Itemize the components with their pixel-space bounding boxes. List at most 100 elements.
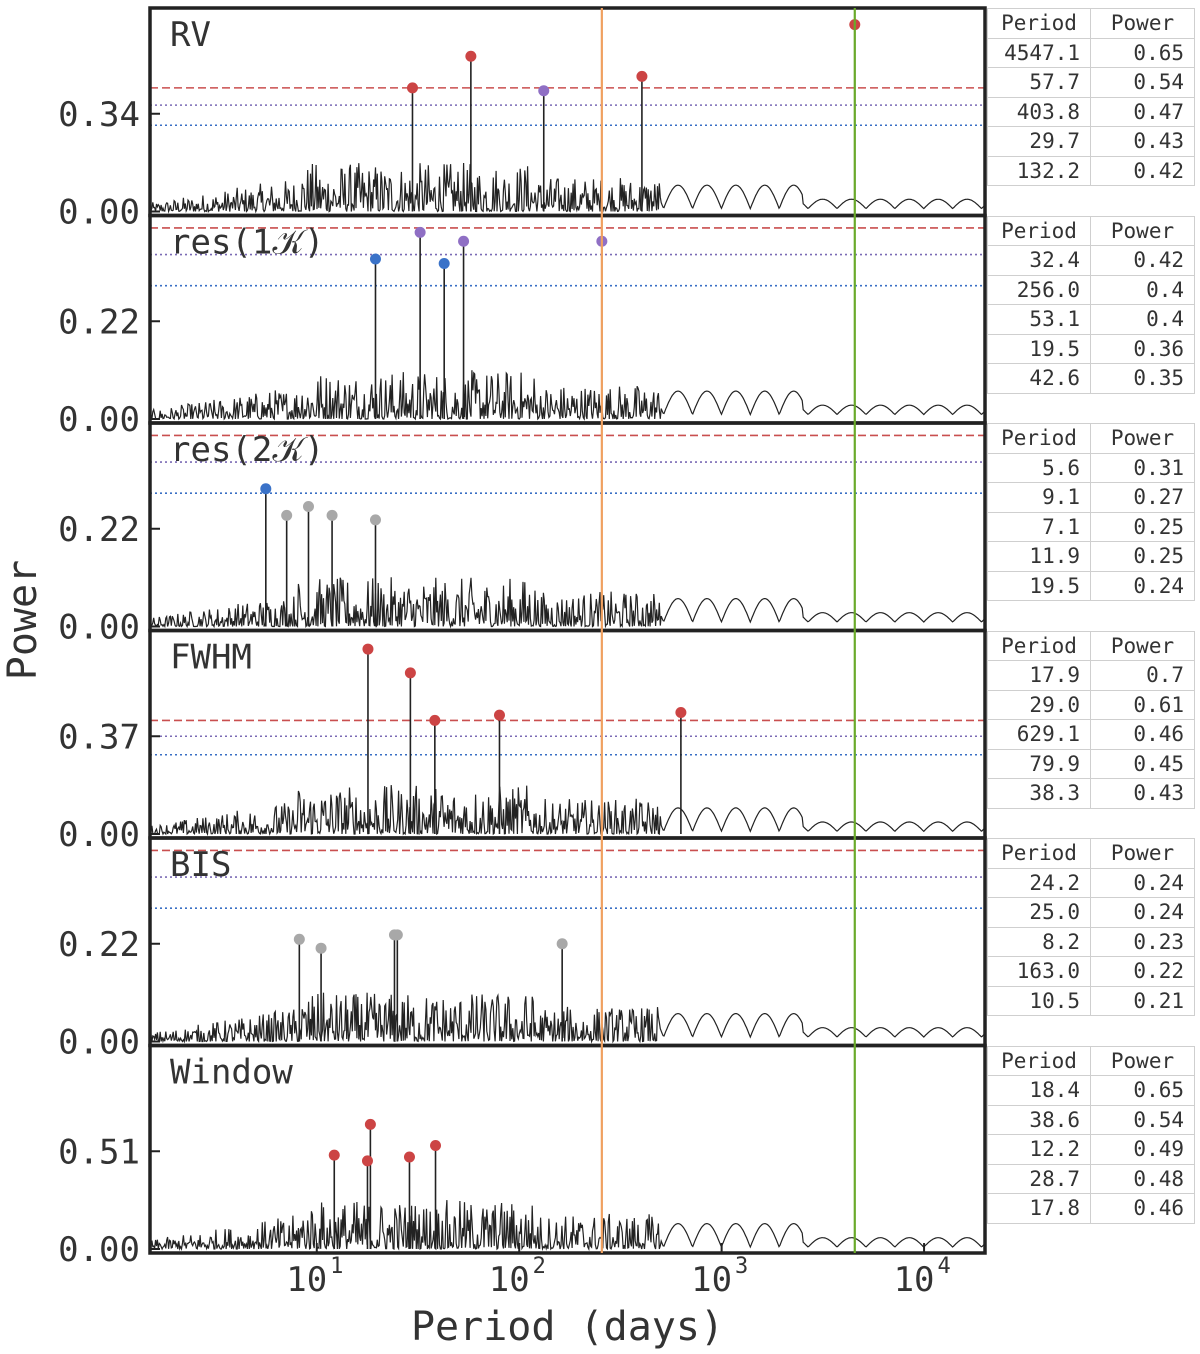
table-cell: 256.0 [987,274,1091,305]
panel-1: 0.00 0.22 res(1𝒦) [58,213,987,440]
table-cell: 5.6 [987,452,1091,483]
table-cell: 0.25 [1090,511,1195,542]
y-tick-label: 0.00 [58,815,140,855]
table-row: 4547.1 0.65 [987,37,1195,68]
y-tick-label: 0.22 [58,302,140,342]
table-cell: 132.2 [987,155,1091,186]
table-cell: 29.0 [987,689,1091,720]
table-header: Period [987,1045,1091,1076]
periodogram-line [149,577,986,629]
table-cell: 0.43 [1090,126,1195,157]
panel-3: 0.00 0.37 FWHM [58,628,987,855]
table-header: Period [987,630,1091,661]
panel-label: FWHM [170,638,252,678]
table-header: Period [987,838,1091,869]
table-row: 29.7 0.43 [987,126,1195,157]
y-tick-label: 0.00 [58,608,140,648]
peak-marker [636,70,648,82]
peak-marker [369,514,381,526]
table-row: 17.9 0.7 [987,660,1195,691]
table-row: 17.8 0.46 [987,1193,1195,1224]
table-row: 9.1 0.27 [987,482,1195,513]
peak-marker [465,50,477,62]
table-cell: 0.49 [1090,1134,1195,1165]
y-tick-label: 0.34 [58,95,140,135]
table-row: 10.5 0.21 [987,985,1195,1016]
table-cell: 0.42 [1090,245,1195,276]
peak-marker [293,933,305,945]
table-cell: 0.48 [1090,1163,1195,1194]
table-cell: 7.1 [987,511,1091,542]
table-cell: 0.46 [1090,1193,1195,1224]
panel-label: RV [170,15,211,55]
table-row: 12.2 0.49 [987,1134,1195,1165]
peak-marker [369,253,381,265]
table-cell: 0.42 [1090,155,1195,186]
peak-marker [538,85,550,97]
table-cell: 163.0 [987,956,1091,987]
periodogram-line [149,162,986,214]
table-row: 7.1 0.25 [987,511,1195,542]
peak-table: Period Power 24.2 0.24 25.0 0.24 8.2 0.23 163.0 0… [987,838,1195,1016]
peak-table: Period Power 18.4 0.65 38.6 0.54 12.2 0.49 28.7 0… [987,1045,1195,1224]
table-row: 38.3 0.43 [987,778,1195,809]
periodogram-line [149,1200,986,1252]
peak-marker [493,709,505,721]
peak-marker [315,942,327,954]
peak-marker [328,1149,340,1161]
y-tick-label: 0.22 [58,925,140,965]
table-header: Period [987,8,1091,39]
x-tick-exponent: 3 [735,1254,748,1279]
y-tick-label: 0.37 [58,717,140,757]
peak-marker [361,1155,373,1167]
table-cell: 0.4 [1090,304,1195,335]
table-header: Power [1090,215,1195,246]
table-row: 18.4 0.65 [987,1075,1195,1106]
y-tick-label: 0.22 [58,510,140,550]
table-header: Power [1090,8,1195,39]
panel-frame [148,628,987,840]
table-cell: 0.7 [1090,660,1195,691]
x-tick-exponent: 1 [330,1254,343,1279]
table-row: 25.0 0.24 [987,897,1195,928]
table-cell: 0.25 [1090,541,1195,572]
table-header: Power [1090,838,1195,869]
table-cell: 10.5 [987,985,1091,1016]
table-row: 8.2 0.23 [987,926,1195,957]
table-cell: 12.2 [987,1134,1091,1165]
table-cell: 0.54 [1090,1104,1195,1135]
table-cell: 0.54 [1090,67,1195,98]
peak-marker [260,483,272,495]
table-cell: 0.36 [1090,333,1195,364]
table-row: 28.7 0.48 [987,1163,1195,1194]
table-cell: 0.24 [1090,867,1195,898]
table-cell: 0.65 [1090,1075,1195,1106]
table-cell: 0.65 [1090,37,1195,68]
table-cell: 0.47 [1090,96,1195,127]
table-cell: 0.46 [1090,719,1195,750]
table-cell: 0.23 [1090,926,1195,957]
peak-marker [429,714,441,726]
table-row: 19.5 0.24 [987,570,1195,601]
table-cell: 25.0 [987,897,1091,928]
table-row: 256.0 0.4 [987,274,1195,305]
table-cell: 24.2 [987,867,1091,898]
table-row: 29.0 0.61 [987,689,1195,720]
peak-marker [556,938,568,950]
table-cell: 79.9 [987,748,1091,779]
table-row: 57.7 0.54 [987,67,1195,98]
table-row: 24.2 0.24 [987,867,1195,898]
peak-marker [326,509,338,521]
y-tick-label: 0.00 [58,193,140,233]
table-cell: 17.9 [987,660,1091,691]
x-tick-label: 10 [489,1260,530,1300]
peak-table: Period Power 32.4 0.42 256.0 0.4 53.1 0.4 19.5 0.… [987,215,1195,394]
table-cell: 53.1 [987,304,1091,335]
x-axis-label: Period (days) [411,1304,724,1350]
table-cell: 42.6 [987,363,1091,394]
table-row: 629.1 0.46 [987,719,1195,750]
table-cell: 38.3 [987,778,1091,809]
table-cell: 0.4 [1090,274,1195,305]
table-cell: 8.2 [987,926,1091,957]
table-row: 132.2 0.42 [987,155,1195,186]
